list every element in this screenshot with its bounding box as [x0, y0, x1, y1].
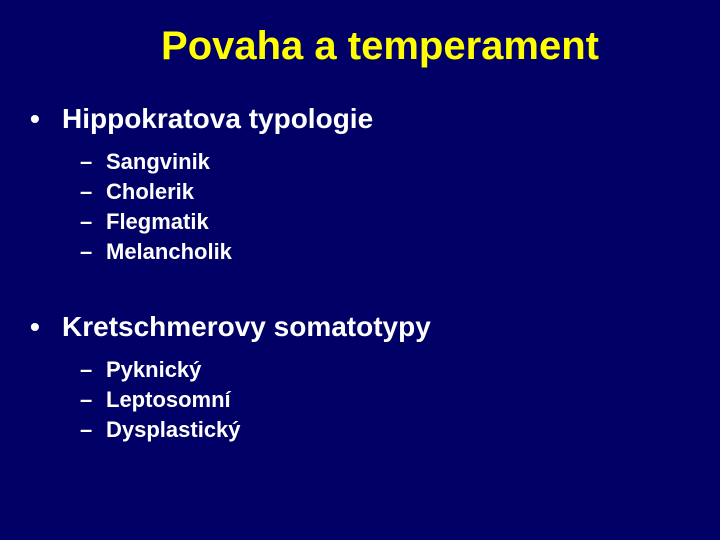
- bullet-level2: – Leptosomní: [78, 387, 694, 413]
- sub-item-label: Cholerik: [106, 179, 194, 205]
- bullet-level2: – Sangvinik: [78, 149, 694, 175]
- slide-title: Povaha a temperament: [26, 24, 694, 69]
- sub-item-label: Melancholik: [106, 239, 232, 265]
- sub-item-label: Dysplastický: [106, 417, 241, 443]
- dash-icon: –: [78, 239, 106, 265]
- dash-icon: –: [78, 357, 106, 383]
- bullet-level2: – Pyknický: [78, 357, 694, 383]
- section-heading: Kretschmerovy somatotypy: [62, 311, 431, 343]
- bullet-level2: – Dysplastický: [78, 417, 694, 443]
- bullet-dot-icon: •: [26, 103, 62, 135]
- bullet-level2: – Melancholik: [78, 239, 694, 265]
- dash-icon: –: [78, 179, 106, 205]
- sub-item-label: Leptosomní: [106, 387, 231, 413]
- bullet-level1: • Hippokratova typologie: [26, 103, 694, 135]
- section-spacer: [26, 273, 694, 311]
- dash-icon: –: [78, 417, 106, 443]
- bullet-dot-icon: •: [26, 311, 62, 343]
- bullet-level2: – Flegmatik: [78, 209, 694, 235]
- section-heading: Hippokratova typologie: [62, 103, 373, 135]
- sub-item-label: Pyknický: [106, 357, 201, 383]
- slide: Povaha a temperament • Hippokratova typo…: [0, 0, 720, 540]
- dash-icon: –: [78, 149, 106, 175]
- bullet-level2: – Cholerik: [78, 179, 694, 205]
- sub-item-label: Flegmatik: [106, 209, 209, 235]
- sublist: – Sangvinik – Cholerik – Flegmatik – Mel…: [78, 149, 694, 265]
- sub-item-label: Sangvinik: [106, 149, 210, 175]
- bullet-level1: • Kretschmerovy somatotypy: [26, 311, 694, 343]
- sublist: – Pyknický – Leptosomní – Dysplastický: [78, 357, 694, 443]
- dash-icon: –: [78, 387, 106, 413]
- dash-icon: –: [78, 209, 106, 235]
